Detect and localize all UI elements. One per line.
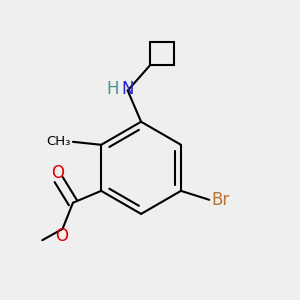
Text: N: N [122, 80, 134, 98]
Text: CH₃: CH₃ [46, 135, 70, 148]
Text: O: O [56, 227, 68, 245]
Text: H: H [106, 80, 119, 98]
Text: Br: Br [211, 191, 229, 209]
Text: O: O [51, 164, 64, 182]
